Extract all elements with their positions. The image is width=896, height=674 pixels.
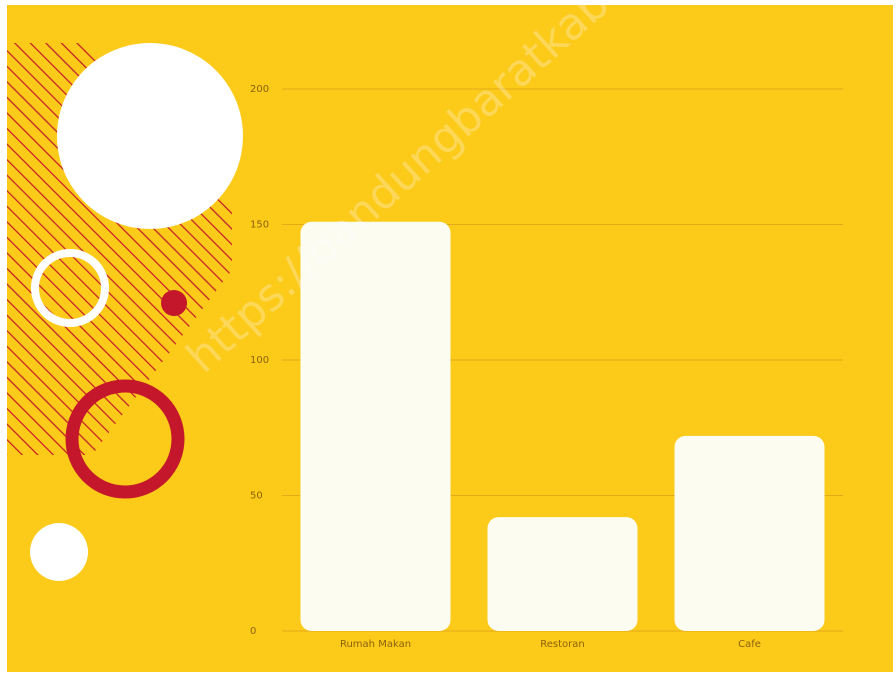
x-tick-label: Restoran xyxy=(540,639,584,650)
y-tick-label: 50 xyxy=(250,491,263,502)
bar xyxy=(487,517,638,631)
x-tick-label: Cafe xyxy=(738,639,761,650)
y-axis-ticks: 0 50 100 150 200 xyxy=(250,84,269,637)
large-white-circle xyxy=(57,43,243,229)
y-tick-label: 100 xyxy=(250,355,269,366)
bar-chart: 0 50 100 150 200 Rumah Makan Restoran Cafe xyxy=(250,84,843,650)
bar xyxy=(300,221,451,632)
white-ring xyxy=(31,249,109,327)
red-ring xyxy=(65,379,185,499)
bars xyxy=(300,221,825,632)
y-tick-label: 0 xyxy=(250,626,256,637)
y-tick-label: 150 xyxy=(250,220,269,231)
small-white-circle xyxy=(30,523,88,581)
x-tick-label: Rumah Makan xyxy=(340,639,411,650)
small-red-dot xyxy=(161,290,187,316)
decoration-layer xyxy=(7,43,243,581)
y-tick-label: 200 xyxy=(250,84,269,95)
chart-canvas: 0 50 100 150 200 Rumah Makan Restoran Cafe htt… xyxy=(7,5,893,672)
x-axis-ticks: Rumah Makan Restoran Cafe xyxy=(340,639,761,650)
bar xyxy=(674,435,825,631)
